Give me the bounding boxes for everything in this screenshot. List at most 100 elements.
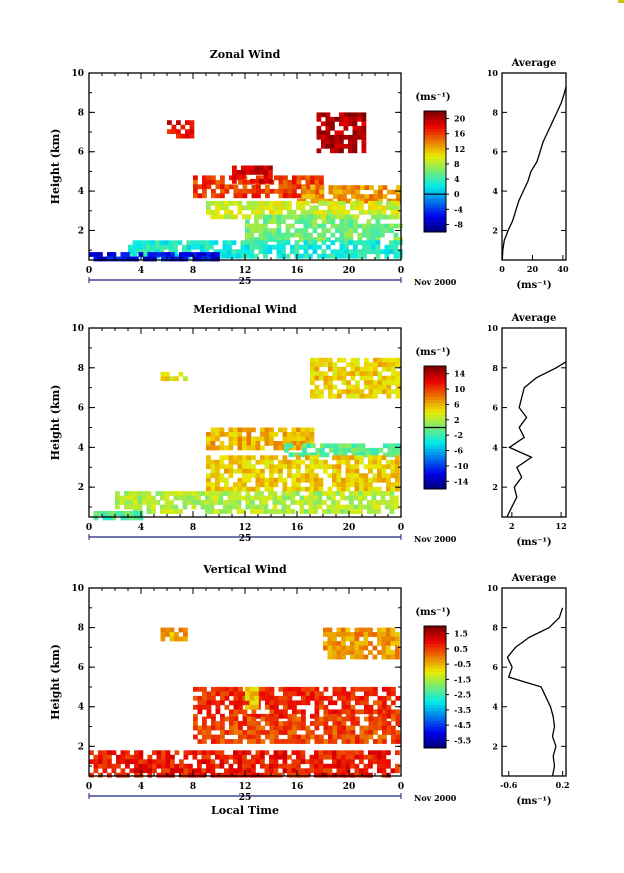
heatmap-cell: [214, 495, 219, 501]
heatmap-cell: [380, 232, 385, 238]
heatmap-cell: [359, 200, 364, 206]
heatmap-cell: [296, 763, 301, 769]
heatmap-cell: [337, 734, 342, 740]
heatmap-cell: [299, 228, 304, 233]
heatmap-cell: [213, 240, 219, 246]
heatmap-cell: [332, 654, 337, 660]
heatmap-cell: [185, 129, 190, 134]
heatmap-cell: [233, 768, 238, 774]
colorbar-tick-label: 4: [454, 174, 460, 184]
heatmap-cell: [260, 477, 265, 483]
heatmap-cell: [313, 500, 318, 505]
heatmap-cell: [332, 393, 338, 399]
heatmap-cell: [141, 240, 147, 246]
heatmap-cell: [323, 695, 329, 701]
heatmap-cell: [115, 500, 120, 505]
heatmap-cell: [161, 256, 166, 262]
heatmap-cell: [215, 686, 221, 692]
heatmap-cell: [267, 219, 273, 224]
heatmap-cell: [368, 362, 374, 368]
heatmap-cell: [283, 739, 288, 744]
heatmap-cell: [309, 459, 315, 465]
colorbar-segment: [424, 659, 446, 663]
heatmap-cell: [165, 759, 171, 765]
heatmap-cell: [332, 650, 337, 655]
heatmap-cell: [151, 500, 156, 505]
heatmap-cell: [323, 627, 328, 633]
heatmap-cell: [355, 393, 360, 399]
heatmap-cell: [331, 509, 336, 514]
heatmap-cell: [215, 193, 221, 199]
colorbar-segment: [424, 424, 446, 428]
heatmap-cell: [377, 734, 383, 740]
heatmap-cell: [349, 495, 354, 501]
heatmap-cell: [348, 143, 353, 149]
heatmap-cell: [186, 249, 192, 255]
average-y-tick-label: 10: [487, 323, 499, 333]
heatmap-cell: [215, 252, 220, 257]
heatmap-cell: [341, 750, 346, 756]
heatmap-cell: [179, 772, 184, 778]
heatmap-cell: [188, 772, 193, 778]
colorbar-segment: [424, 390, 446, 395]
heatmap-cell: [233, 441, 238, 446]
heatmap-cell: [363, 632, 369, 637]
heatmap-cell: [282, 205, 288, 211]
heatmap-cell: [219, 772, 225, 778]
heatmap-cell: [174, 763, 180, 769]
heatmap-cell: [319, 721, 324, 726]
heatmap-cell: [331, 491, 336, 496]
heatmap-cell: [382, 695, 387, 701]
heatmap-cell: [393, 223, 399, 229]
heatmap-cell: [386, 750, 391, 756]
heatmap-cell: [219, 441, 225, 446]
colorbar-segment: [424, 123, 446, 127]
heatmap-cell: [319, 389, 324, 395]
heatmap-cell: [251, 739, 257, 744]
heatmap-cell: [165, 763, 171, 769]
heatmap-cell: [205, 495, 210, 501]
heatmap-cell: [364, 194, 370, 199]
heatmap-cell: [292, 734, 297, 740]
heatmap-cell: [368, 627, 373, 633]
colorbar-segment: [424, 135, 446, 139]
heatmap-cell: [133, 491, 138, 496]
heatmap-cell: [382, 721, 387, 726]
heatmap-cell: [210, 486, 216, 492]
heatmap-cell: [360, 443, 366, 449]
heatmap-cell: [317, 214, 322, 220]
heatmap-cell: [372, 459, 378, 465]
heatmap-cell: [260, 175, 266, 181]
heatmap-cell: [387, 189, 392, 195]
heatmap-cell: [238, 695, 243, 701]
heatmap-cell: [386, 725, 392, 731]
colorbar-segment: [424, 641, 446, 645]
heatmap-cell: [205, 504, 210, 510]
heatmap-cell: [358, 491, 363, 496]
heatmap-cell: [89, 759, 94, 765]
heatmap-cell: [373, 686, 378, 692]
heatmap-cell: [303, 228, 309, 233]
heatmap-cell: [182, 244, 187, 250]
heatmap-cell: [348, 139, 353, 145]
heatmap-cell: [382, 725, 387, 731]
heatmap-cell: [238, 704, 243, 710]
y-tick-label: 4: [78, 187, 84, 197]
heatmap-cell: [249, 228, 255, 233]
heatmap-cell: [336, 763, 342, 769]
heatmap-cell: [296, 468, 301, 474]
heatmap-cell: [350, 750, 355, 756]
heatmap-cell: [391, 362, 396, 368]
heatmap-cell: [286, 504, 291, 510]
heatmap-cell: [224, 739, 230, 744]
heatmap-cell: [255, 482, 261, 488]
heatmap-cell: [317, 232, 322, 238]
heatmap-cell: [362, 232, 367, 238]
heatmap-cell: [182, 500, 188, 505]
heatmap-cell: [282, 427, 288, 433]
heatmap-cell: [287, 209, 292, 215]
heatmap-cell: [377, 713, 383, 719]
heatmap-cell: [377, 384, 383, 390]
x-axis-label: Local Time: [211, 804, 279, 817]
